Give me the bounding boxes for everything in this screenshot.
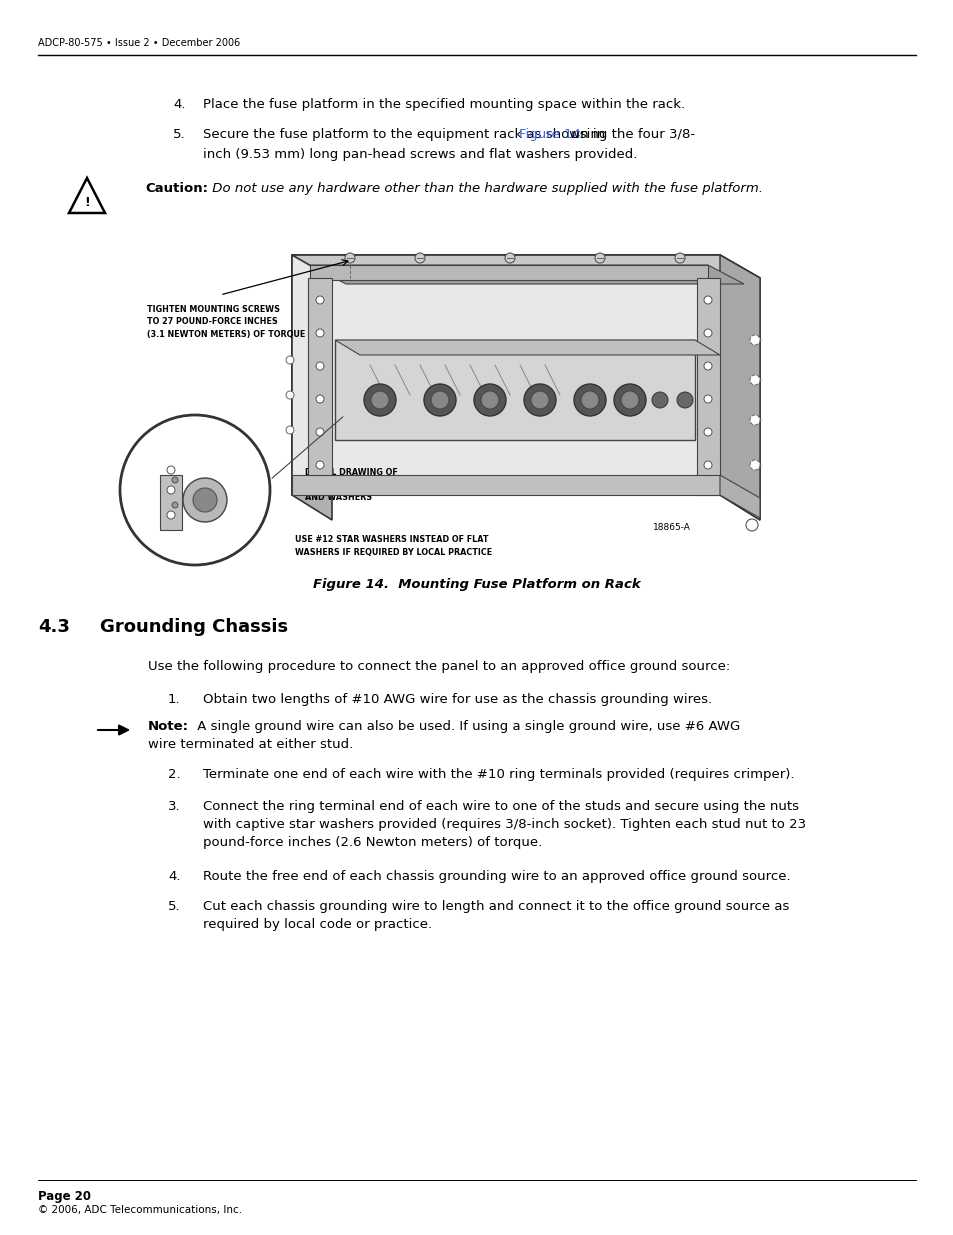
Text: Cut each chassis grounding wire to length and connect it to the office ground so: Cut each chassis grounding wire to lengt…	[203, 900, 788, 913]
Circle shape	[580, 391, 598, 409]
Text: 3.: 3.	[168, 800, 180, 813]
Circle shape	[523, 384, 556, 416]
Polygon shape	[292, 254, 760, 278]
Circle shape	[364, 384, 395, 416]
Polygon shape	[292, 254, 720, 495]
Polygon shape	[697, 278, 720, 495]
Circle shape	[531, 391, 548, 409]
Text: Grounding Chassis: Grounding Chassis	[100, 618, 288, 636]
Circle shape	[595, 253, 604, 263]
Polygon shape	[308, 278, 332, 495]
Text: with captive star washers provided (requires 3/8-inch socket). Tighten each stud: with captive star washers provided (requ…	[203, 818, 805, 831]
Circle shape	[315, 296, 324, 304]
Polygon shape	[310, 266, 743, 284]
Text: ADCP-80-575 • Issue 2 • December 2006: ADCP-80-575 • Issue 2 • December 2006	[38, 38, 240, 48]
Circle shape	[172, 501, 178, 508]
Circle shape	[677, 391, 692, 408]
Circle shape	[345, 253, 355, 263]
Circle shape	[172, 477, 178, 483]
Text: 4.: 4.	[168, 869, 180, 883]
Circle shape	[749, 335, 760, 345]
Circle shape	[315, 329, 324, 337]
Polygon shape	[335, 340, 720, 354]
Circle shape	[745, 519, 758, 531]
Circle shape	[315, 362, 324, 370]
Text: USE #12 STAR WASHERS INSTEAD OF FLAT
WASHERS IF REQUIRED BY LOCAL PRACTICE: USE #12 STAR WASHERS INSTEAD OF FLAT WAS…	[294, 535, 492, 557]
Polygon shape	[292, 254, 332, 520]
Text: 2.: 2.	[168, 768, 180, 781]
Circle shape	[703, 296, 711, 304]
Text: Figure 14: Figure 14	[518, 128, 580, 141]
Circle shape	[614, 384, 645, 416]
Text: 18865-A: 18865-A	[652, 522, 690, 532]
Text: using the four 3/8-: using the four 3/8-	[566, 128, 694, 141]
Text: 5.: 5.	[168, 900, 180, 913]
Text: TIGHTEN MOUNTING SCREWS
TO 27 POUND-FORCE INCHES
(3.1 NEWTON METERS) OF TORQUE: TIGHTEN MOUNTING SCREWS TO 27 POUND-FORC…	[147, 305, 305, 338]
Circle shape	[371, 391, 389, 409]
Text: Terminate one end of each wire with the #10 ring terminals provided (requires cr: Terminate one end of each wire with the …	[203, 768, 794, 781]
Polygon shape	[310, 266, 707, 280]
Circle shape	[120, 415, 270, 564]
Text: Do not use any hardware other than the hardware supplied with the fuse platform.: Do not use any hardware other than the h…	[208, 182, 762, 195]
Circle shape	[431, 391, 449, 409]
Polygon shape	[720, 254, 760, 520]
Text: 4.3: 4.3	[38, 618, 70, 636]
Circle shape	[167, 511, 174, 519]
Circle shape	[415, 253, 424, 263]
Text: Note:: Note:	[148, 720, 189, 734]
Circle shape	[504, 253, 515, 263]
Circle shape	[620, 391, 639, 409]
Circle shape	[651, 391, 667, 408]
Text: Use the following procedure to connect the panel to an approved office ground so: Use the following procedure to connect t…	[148, 659, 729, 673]
Text: Obtain two lengths of #10 AWG wire for use as the chassis grounding wires.: Obtain two lengths of #10 AWG wire for u…	[203, 693, 711, 706]
Text: Page 20: Page 20	[38, 1191, 91, 1203]
Circle shape	[286, 356, 294, 364]
Circle shape	[480, 391, 498, 409]
Circle shape	[315, 395, 324, 403]
Text: Place the fuse platform in the specified mounting space within the rack.: Place the fuse platform in the specified…	[203, 98, 684, 111]
Text: wire terminated at either stud.: wire terminated at either stud.	[148, 739, 353, 751]
Circle shape	[703, 461, 711, 469]
Circle shape	[474, 384, 505, 416]
Circle shape	[315, 461, 324, 469]
Text: Figure 14.  Mounting Fuse Platform on Rack: Figure 14. Mounting Fuse Platform on Rac…	[313, 578, 640, 592]
Circle shape	[167, 487, 174, 494]
Circle shape	[315, 429, 324, 436]
Polygon shape	[292, 475, 720, 495]
Polygon shape	[720, 475, 760, 517]
Circle shape	[703, 362, 711, 370]
Polygon shape	[335, 340, 695, 440]
Text: A single ground wire can also be used. If using a single ground wire, use #6 AWG: A single ground wire can also be used. I…	[193, 720, 740, 734]
Circle shape	[167, 466, 174, 474]
Text: DETAIL DRAWING OF
MOUNTING SCREWS
AND WASHERS: DETAIL DRAWING OF MOUNTING SCREWS AND WA…	[305, 468, 397, 501]
Circle shape	[703, 329, 711, 337]
Circle shape	[749, 375, 760, 385]
Circle shape	[749, 459, 760, 471]
Circle shape	[703, 395, 711, 403]
Circle shape	[193, 488, 216, 513]
Text: 4.: 4.	[172, 98, 185, 111]
Text: !: !	[84, 196, 90, 209]
Text: Route the free end of each chassis grounding wire to an approved office ground s: Route the free end of each chassis groun…	[203, 869, 790, 883]
Text: 1.: 1.	[168, 693, 180, 706]
Text: 5.: 5.	[172, 128, 186, 141]
Text: Connect the ring terminal end of each wire to one of the studs and secure using : Connect the ring terminal end of each wi…	[203, 800, 799, 813]
Circle shape	[703, 429, 711, 436]
Text: inch (9.53 mm) long pan-head screws and flat washers provided.: inch (9.53 mm) long pan-head screws and …	[203, 148, 637, 161]
Circle shape	[574, 384, 605, 416]
Circle shape	[183, 478, 227, 522]
Text: required by local code or practice.: required by local code or practice.	[203, 918, 432, 931]
Text: © 2006, ADC Telecommunications, Inc.: © 2006, ADC Telecommunications, Inc.	[38, 1205, 242, 1215]
Circle shape	[675, 253, 684, 263]
Circle shape	[749, 415, 760, 425]
Circle shape	[286, 391, 294, 399]
Text: Secure the fuse platform to the equipment rack as shown in: Secure the fuse platform to the equipmen…	[203, 128, 609, 141]
Polygon shape	[720, 254, 760, 520]
Text: pound-force inches (2.6 Newton meters) of torque.: pound-force inches (2.6 Newton meters) o…	[203, 836, 541, 848]
Circle shape	[423, 384, 456, 416]
Bar	[160, 475, 182, 530]
Circle shape	[286, 426, 294, 433]
Text: Caution:: Caution:	[145, 182, 208, 195]
